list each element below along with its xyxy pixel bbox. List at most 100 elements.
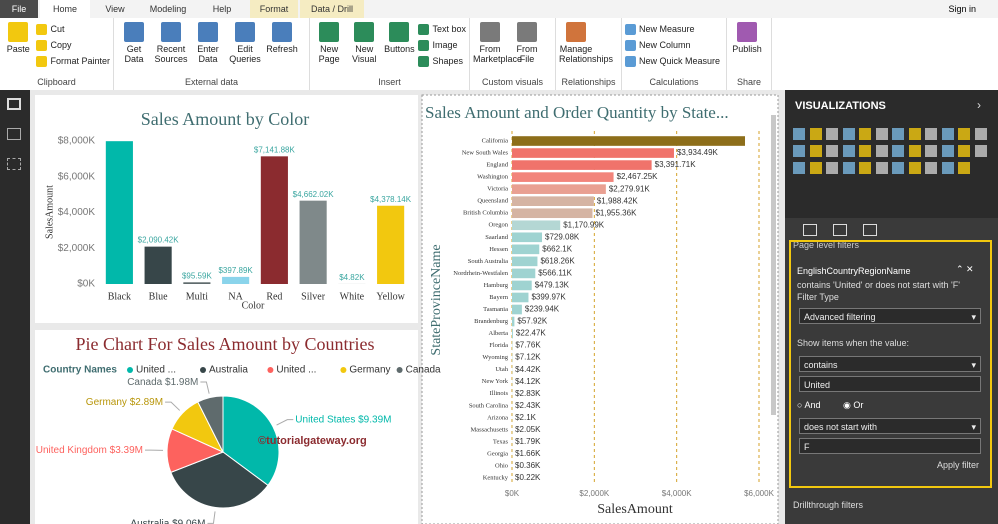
visual-type-icon[interactable] <box>974 128 987 140</box>
ribbon-button[interactable]: Copy <box>36 38 110 52</box>
visual-type-icon[interactable] <box>859 128 871 140</box>
visual-type-icon[interactable] <box>875 128 888 140</box>
ribbon-button[interactable]: Format Painter <box>36 54 110 68</box>
filter-type-dropdown[interactable]: Advanced filtering ▾ <box>799 308 981 324</box>
button-label: Recent Sources <box>154 44 188 64</box>
ribbon-button[interactable]: Get Data <box>117 22 151 64</box>
ribbon-button[interactable]: New Page <box>313 22 345 68</box>
visual-type-icon[interactable] <box>842 128 855 140</box>
collapse-arrow[interactable]: › <box>977 98 981 112</box>
visual-type-icon[interactable] <box>793 162 805 174</box>
or-radio[interactable]: ◉ Or <box>843 400 864 410</box>
visual-type-icon[interactable] <box>859 145 871 157</box>
sign-in[interactable]: Sign in <box>948 4 976 14</box>
tab[interactable]: Help <box>212 4 232 14</box>
visual-type-icon[interactable] <box>859 162 871 174</box>
legend-marker <box>396 367 403 373</box>
ribbon-button[interactable]: From Marketplace <box>473 22 522 64</box>
ribbon-button[interactable]: Refresh <box>265 22 299 64</box>
tab[interactable]: Home <box>40 0 90 18</box>
button-label: New Quick Measure <box>639 56 721 66</box>
condition-dropdown[interactable]: contains ▾ <box>799 356 981 372</box>
filter-highlight: EnglishCountryRegionName ⌃ ✕ contains 'U… <box>789 240 992 488</box>
bar <box>512 292 529 303</box>
chart-title: Sales Amount by Color <box>141 109 310 129</box>
and-radio[interactable]: ○ And <box>797 400 821 410</box>
condition-dropdown[interactable]: does not start with ▾ <box>799 418 981 434</box>
visual-type-icon[interactable] <box>892 145 904 157</box>
ribbon-button[interactable]: Manage Relationships <box>559 22 613 64</box>
ribbon-button[interactable]: Cut <box>36 22 110 36</box>
visual-type-icon[interactable] <box>925 145 937 157</box>
pie-slice <box>197 395 224 453</box>
visual-type-icon[interactable] <box>826 128 838 140</box>
visual-frame[interactable] <box>421 94 779 524</box>
visual-type-icon[interactable] <box>826 145 838 157</box>
ribbon-button[interactable]: Shapes <box>418 54 466 68</box>
tab[interactable]: View <box>105 4 125 14</box>
ribbon-button[interactable]: Buttons <box>383 22 415 68</box>
visual-type-icon[interactable] <box>908 128 921 140</box>
visual-frame[interactable] <box>35 95 418 323</box>
report-view-icon[interactable] <box>7 98 21 110</box>
visual-type-icon[interactable] <box>925 162 937 174</box>
scrollbar[interactable] <box>771 115 776 415</box>
visual-type-icon[interactable] <box>842 162 855 174</box>
bar <box>512 220 561 231</box>
button-label: Text box <box>432 24 466 34</box>
value-input[interactable]: United <box>799 376 981 392</box>
tab[interactable]: Data / Drill <box>300 0 364 18</box>
ribbon-button[interactable]: New Visual <box>348 22 380 68</box>
section-label: Page level filters <box>793 240 860 250</box>
model-view-icon[interactable] <box>7 158 21 170</box>
button-icon <box>8 22 29 42</box>
pane-tab-icon[interactable] <box>833 224 847 236</box>
visual-type-icon[interactable] <box>958 162 970 174</box>
visual-type-icon[interactable] <box>974 145 987 157</box>
ribbon-button[interactable]: Publish <box>730 22 764 54</box>
visual-type-icon[interactable] <box>941 162 954 174</box>
visual-type-icon[interactable] <box>793 145 805 157</box>
ribbon-button[interactable]: New Column <box>625 38 720 52</box>
tab[interactable]: Format <box>250 0 298 18</box>
ribbon-button[interactable]: Paste <box>3 22 33 68</box>
ribbon-button[interactable]: Edit Queries <box>228 22 262 64</box>
tab[interactable]: Modeling <box>149 4 187 14</box>
visual-type-icon[interactable] <box>793 128 805 140</box>
data-label: $0.36K <box>515 461 541 470</box>
data-label: $479.13K <box>535 281 570 290</box>
visual-type-icon[interactable] <box>925 128 937 140</box>
visual-type-icon[interactable] <box>809 162 822 174</box>
visual-type-icon[interactable] <box>941 128 954 140</box>
visual-type-icon[interactable] <box>842 145 855 157</box>
visual-type-icon[interactable] <box>941 145 954 157</box>
visual-type-icon[interactable] <box>958 128 970 140</box>
ribbon-button[interactable]: Text box <box>418 22 466 36</box>
ribbon-button[interactable]: New Quick Measure <box>625 54 720 68</box>
pane-tab-icon[interactable] <box>803 224 817 236</box>
visual-type-icon[interactable] <box>892 128 904 140</box>
visual-type-icon[interactable] <box>875 162 888 174</box>
visual-type-icon[interactable] <box>809 128 822 140</box>
collapse-icon[interactable]: ⌃ ✕ <box>956 264 974 274</box>
visual-type-icon[interactable] <box>875 145 888 157</box>
visual-type-icon[interactable] <box>809 145 822 157</box>
ribbon-button[interactable]: Image <box>418 38 466 52</box>
visual-type-icon[interactable] <box>892 162 904 174</box>
ribbon-button[interactable]: Recent Sources <box>154 22 188 64</box>
tab[interactable]: File <box>0 0 38 18</box>
ribbon-button[interactable]: Enter Data <box>191 22 225 64</box>
button-column: Cut Copy Format Painter <box>36 22 110 68</box>
ribbon-button[interactable]: From File <box>510 22 544 64</box>
ribbon-button[interactable]: New Measure <box>625 22 720 36</box>
visual-type-icon[interactable] <box>908 145 921 157</box>
visual-type-icon[interactable] <box>826 162 838 174</box>
visual-type-icon[interactable] <box>958 145 970 157</box>
pane-tab-icon[interactable] <box>863 224 877 236</box>
value-input[interactable]: F <box>799 438 981 454</box>
data-label: $4.42K <box>515 365 541 374</box>
visual-type-icon[interactable] <box>908 162 921 174</box>
bar <box>512 208 593 219</box>
apply-filter[interactable]: Apply filter <box>937 460 980 470</box>
data-view-icon[interactable] <box>7 128 21 140</box>
